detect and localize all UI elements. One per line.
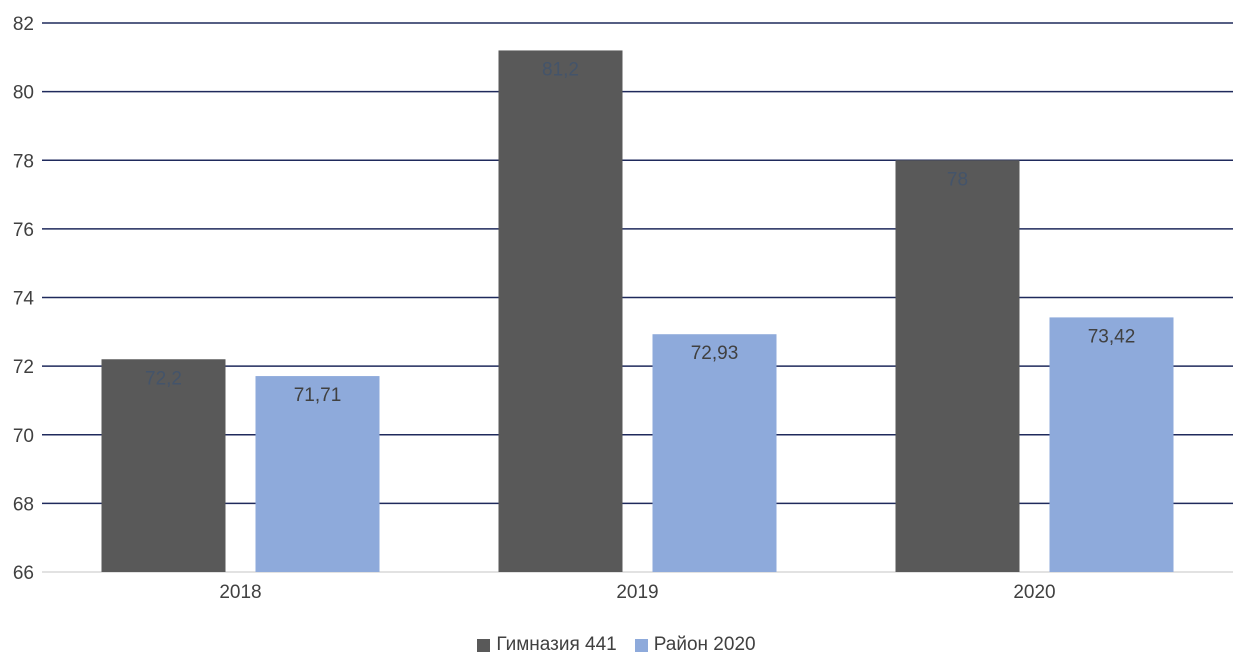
y-tick-label: 80 [13, 83, 34, 104]
data-label: 72,2 [145, 368, 182, 389]
y-tick-label: 72 [13, 357, 34, 378]
legend-item-series-1: Гимназия 441 [477, 634, 617, 656]
data-label: 78 [947, 169, 968, 190]
legend-item-series-2: Район 2020 [634, 634, 756, 656]
bar-2-2018 [255, 376, 380, 572]
legend-label-series-2: Район 2020 [653, 634, 756, 655]
y-tick-label: 76 [13, 220, 34, 241]
legend-label-series-1: Гимназия 441 [496, 634, 617, 655]
y-tick-label: 78 [13, 151, 34, 172]
data-label: 73,42 [1088, 326, 1136, 347]
data-label: 72,93 [691, 343, 739, 364]
data-labels: 72,2 71,71 81,2 72,93 78 73,42 [145, 59, 1135, 406]
y-tick-label: 66 [13, 563, 34, 584]
y-tick-label: 82 [13, 14, 34, 35]
x-tick-label: 2018 [219, 582, 261, 603]
gridlines [42, 22, 1233, 573]
y-tick-label: 70 [13, 426, 34, 447]
x-axis: 2018 2019 2020 [219, 582, 1055, 603]
bars [101, 50, 1174, 572]
bar-2-2020 [1049, 317, 1174, 572]
y-tick-label: 74 [13, 289, 35, 310]
bar-2-2019 [652, 334, 777, 572]
legend-swatch-series-2 [634, 638, 648, 652]
y-axis: 66 68 70 72 74 76 78 80 82 [13, 14, 35, 584]
legend: Гимназия 441 Район 2020 [0, 634, 1233, 656]
x-tick-label: 2020 [1013, 582, 1055, 603]
y-tick-label: 68 [13, 494, 34, 515]
x-tick-label: 2019 [616, 582, 658, 603]
bar-1-2020 [895, 160, 1020, 572]
data-label: 81,2 [542, 59, 579, 80]
bar-1-2018 [101, 359, 226, 572]
bar-1-2019 [498, 50, 623, 572]
data-label: 71,71 [294, 385, 342, 406]
legend-swatch-series-1 [477, 638, 491, 652]
